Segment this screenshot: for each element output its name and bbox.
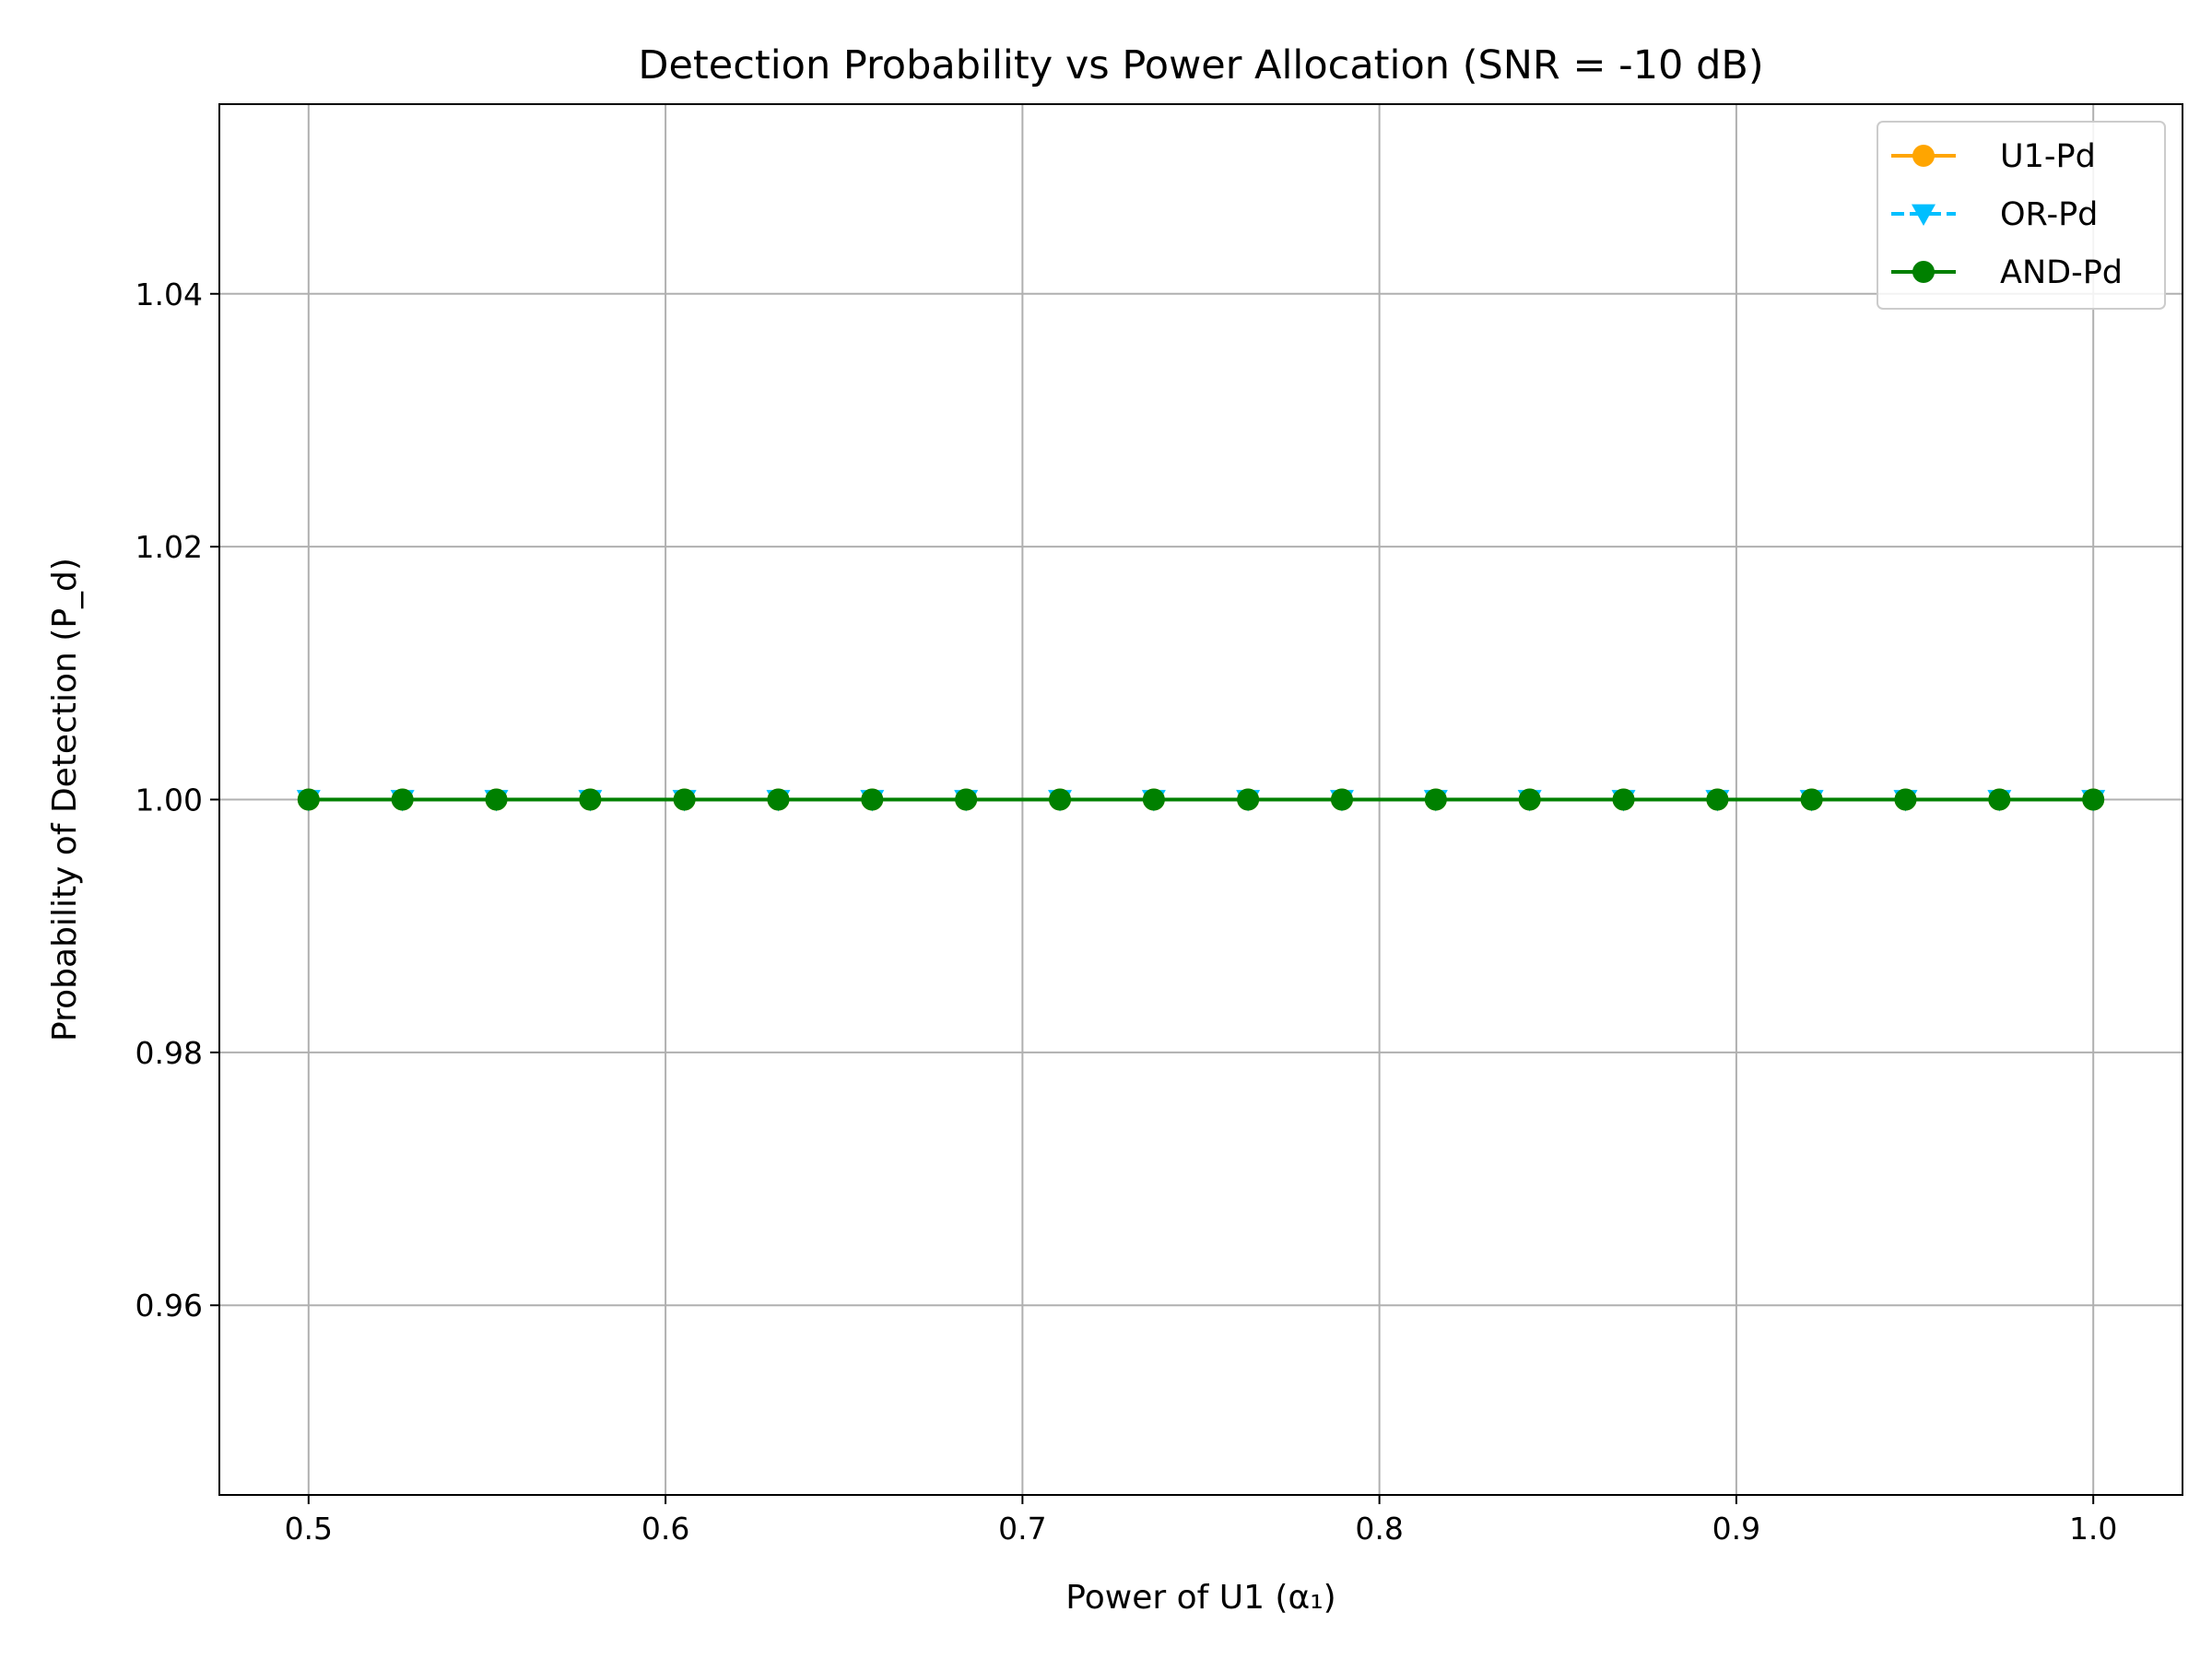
legend-label: OR-Pd <box>2000 196 2098 233</box>
data-point <box>861 788 884 811</box>
data-point <box>1988 788 2011 811</box>
x-tick-label: 0.5 <box>285 1511 333 1547</box>
data-point <box>1518 788 1541 811</box>
series-and-pd <box>297 788 2105 811</box>
x-tick-label: 1.0 <box>2069 1511 2117 1547</box>
legend-item: U1-Pd <box>1891 138 2096 175</box>
legend-label: U1-Pd <box>2000 138 2096 175</box>
x-tick-label: 0.8 <box>1355 1511 1403 1547</box>
data-point <box>1330 788 1353 811</box>
x-axis-label: Power of U1 (α₁) <box>1065 1579 1335 1617</box>
legend-item: OR-Pd <box>1891 196 2098 233</box>
data-point <box>391 788 414 811</box>
x-tick-label: 0.7 <box>998 1511 1046 1547</box>
data-point <box>1894 788 1917 811</box>
legend-marker <box>1912 261 1935 283</box>
data-point <box>485 788 508 811</box>
ticks: 0.5 0.6 0.7 0.8 0.9 1.0 0.96 0.98 1.00 1.02 1.04 <box>135 276 2118 1547</box>
data-point <box>1706 788 1729 811</box>
data-point <box>955 788 978 811</box>
data-point <box>1142 788 1165 811</box>
y-tick-label: 0.98 <box>135 1035 203 1071</box>
y-tick-label: 1.00 <box>135 782 203 818</box>
x-tick-label: 0.6 <box>641 1511 689 1547</box>
legend-label: AND-Pd <box>2000 254 2123 291</box>
data-point <box>297 788 320 811</box>
data-point <box>1424 788 1447 811</box>
y-tick-label: 0.96 <box>135 1288 203 1324</box>
legend-marker <box>1912 204 1936 226</box>
y-tick-label: 1.04 <box>135 276 203 312</box>
y-tick-label: 1.02 <box>135 529 203 565</box>
data-point <box>767 788 790 811</box>
data-point <box>673 788 696 811</box>
data-point <box>1612 788 1635 811</box>
y-axis-label: Probability of Detection (P_d) <box>46 558 84 1041</box>
data-point <box>1049 788 1072 811</box>
chart-title: Detection Probability vs Power Allocatio… <box>638 42 1763 88</box>
data-point <box>579 788 602 811</box>
legend: U1-Pd OR-Pd AND-Pd <box>1877 121 2166 310</box>
data-point <box>1800 788 1823 811</box>
legend-item: AND-Pd <box>1891 254 2123 291</box>
legend-marker <box>1912 145 1935 167</box>
data-point <box>2082 788 2105 811</box>
x-tick-label: 0.9 <box>1712 1511 1760 1547</box>
series-layer <box>296 788 2106 812</box>
data-point <box>1237 788 1260 811</box>
legend-box <box>1877 121 2166 310</box>
